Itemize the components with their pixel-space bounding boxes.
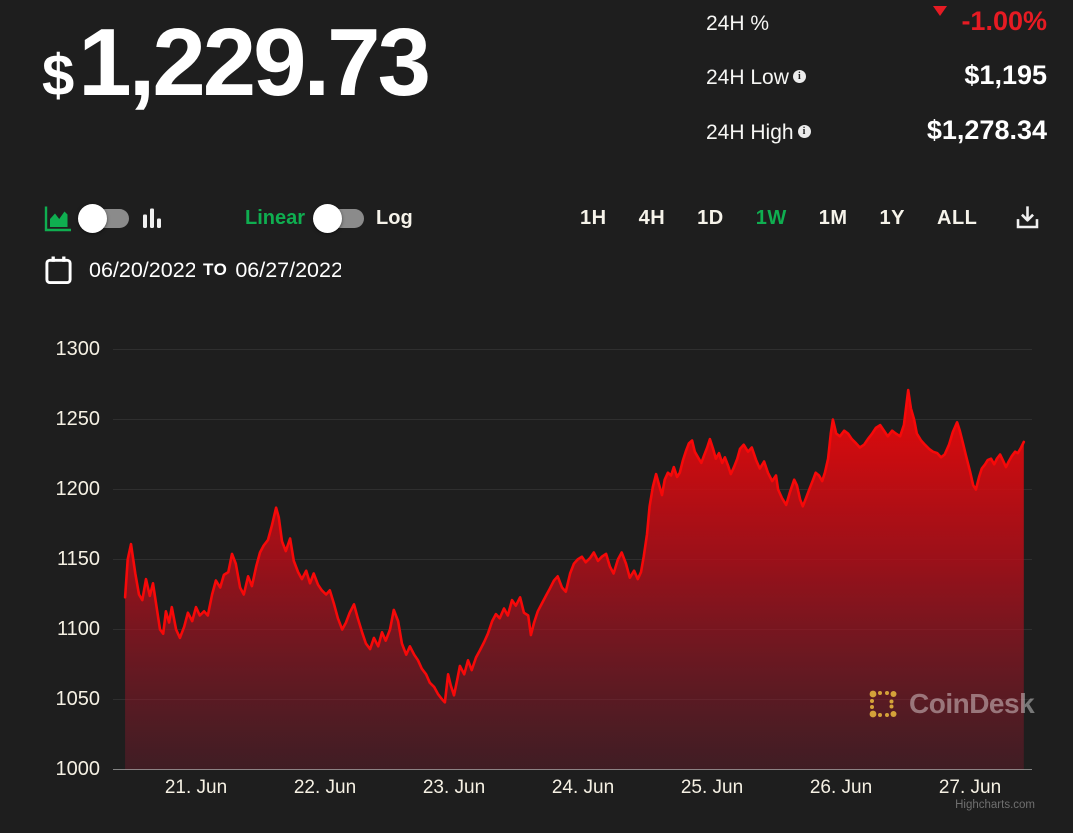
highcharts-credit[interactable]: Highcharts.com [955, 799, 1035, 811]
stat-row-24h-low: 24H Low i $1,195 [706, 60, 1047, 91]
stat-value-24h-high: $1,278.34 [926, 115, 1047, 145]
range-button-1h[interactable]: 1H [580, 206, 607, 229]
info-icon[interactable]: i [797, 124, 811, 138]
range-button-1y[interactable]: 1Y [879, 206, 905, 229]
range-button-all[interactable]: ALL [937, 206, 978, 229]
download-icon [1016, 206, 1039, 229]
linear-scale-label[interactable]: Linear [245, 206, 306, 229]
range-button-1d[interactable]: 1D [697, 206, 724, 229]
area-chart-icon [44, 206, 71, 231]
stat-label-24h-high: 24H High i [706, 121, 811, 145]
date-range-row: 06/20/2022 TO 06/27/2022 [44, 252, 341, 288]
price-value: 1,229.73 [78, 9, 431, 116]
stat-label-24h-percent: 24H % [706, 12, 770, 35]
stat-value-24h-low: $1,195 [964, 60, 1047, 90]
scale-switch-group: Linear Log [245, 198, 413, 238]
down-triangle-icon [933, 6, 948, 16]
download-button[interactable] [1013, 203, 1042, 237]
chart-type-switch-group [44, 198, 164, 238]
current-price: $1,229.73 [42, 8, 431, 118]
stat-value-24h-percent: -1.00% [933, 6, 1047, 37]
range-button-1m[interactable]: 1M [818, 206, 848, 229]
currency-symbol: $ [42, 43, 75, 108]
scale-toggle[interactable] [313, 203, 365, 233]
stat-label-text: 24H High [706, 121, 794, 144]
percent-change-value: -1.00% [961, 6, 1047, 36]
bar-chart-icon [143, 208, 161, 228]
chart-toolbar: Linear Log 1H 4H 1D 1W 1M 1Y ALL [0, 198, 1073, 238]
range-button-1w[interactable]: 1W [755, 206, 787, 229]
range-buttons: 1H 4H 1D 1W 1M 1Y ALL [580, 198, 977, 238]
date-to-input[interactable]: 06/27/2022 [235, 257, 342, 282]
toggle-knob[interactable] [78, 203, 107, 233]
stat-label-24h-low: 24H Low i [706, 66, 806, 90]
calendar-icon[interactable] [44, 255, 73, 286]
chart-type-toggle[interactable] [78, 203, 129, 233]
info-icon[interactable]: i [792, 69, 806, 83]
stat-label-text: 24H Low [706, 66, 789, 89]
toggle-knob[interactable] [313, 203, 343, 233]
range-button-4h[interactable]: 4H [638, 206, 666, 229]
date-from-input[interactable]: 06/20/2022 [89, 257, 195, 282]
stat-row-24h-high: 24H High i $1,278.34 [706, 115, 1047, 146]
log-scale-label[interactable]: Log [376, 206, 413, 229]
stat-row-24h-percent: 24H % -1.00% [706, 6, 1047, 37]
date-range-separator: TO [203, 260, 228, 279]
